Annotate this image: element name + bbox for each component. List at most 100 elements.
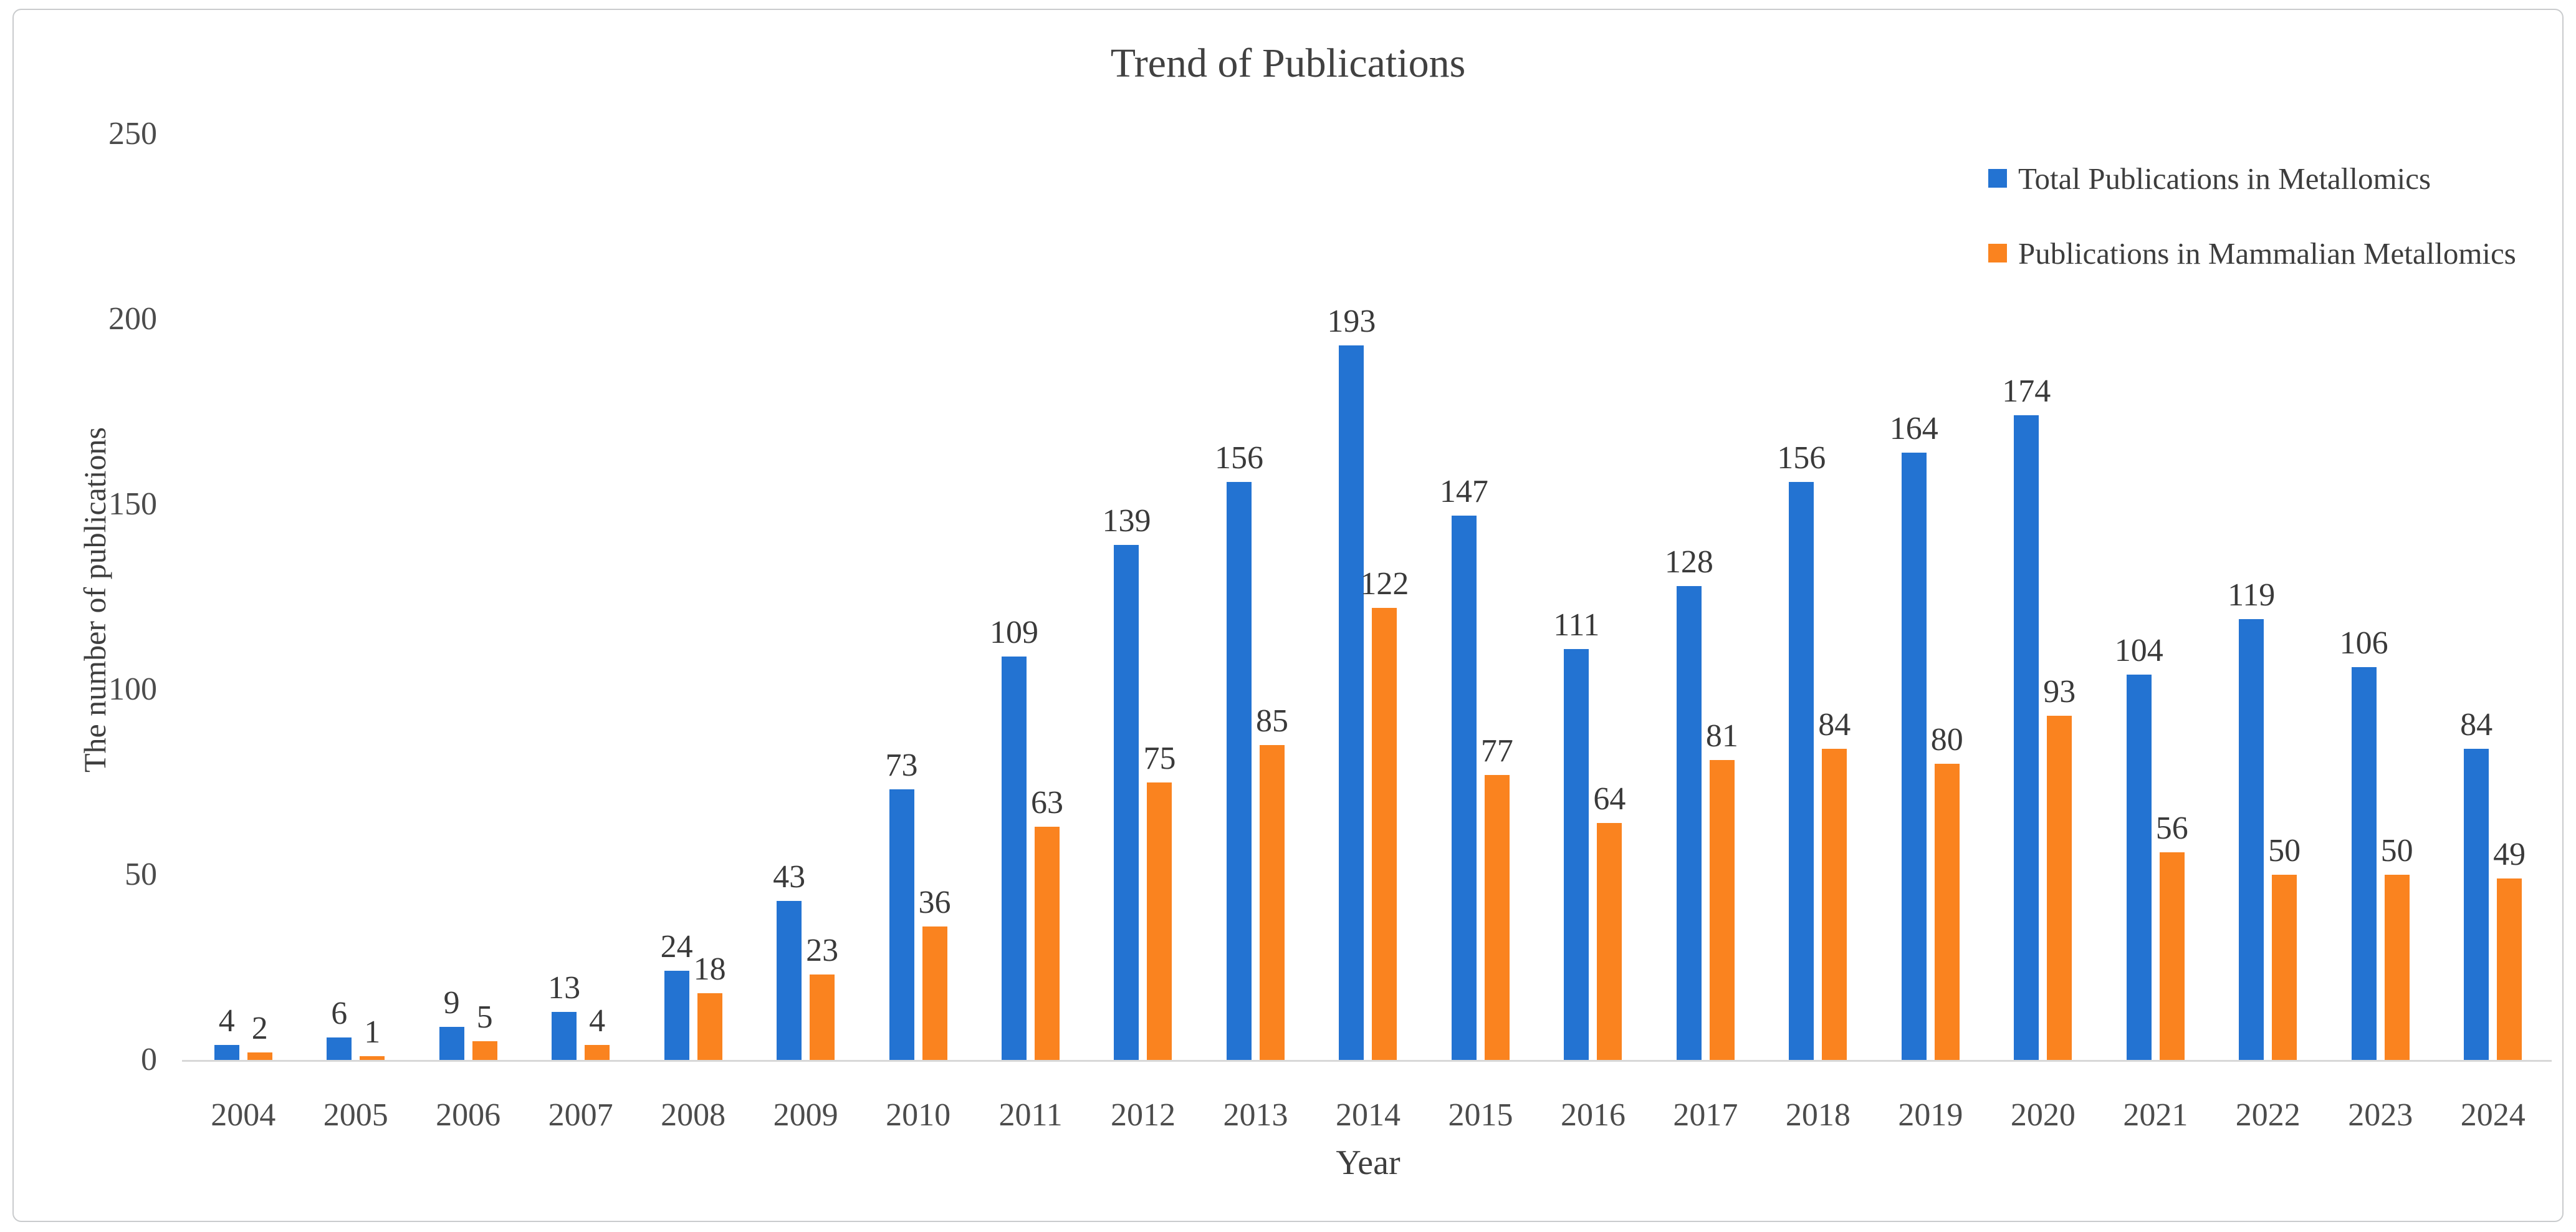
bar-rect-mammalian-2017 — [1709, 759, 1735, 1060]
x-tick-label-2018: 2018 — [1785, 1097, 1851, 1133]
bar-total-2021: 104 — [2115, 633, 2163, 1060]
bar-value-label-mammalian-2013: 85 — [1255, 703, 1288, 739]
bar-total-2017: 128 — [1665, 544, 1713, 1060]
bar-rect-total-2016 — [1564, 648, 1589, 1060]
bar-rect-total-2014 — [1339, 345, 1364, 1060]
year-group-2022: 119 50 — [2211, 134, 2324, 1060]
bar-rect-total-2010 — [889, 789, 914, 1060]
bar-mammalian-2021: 56 — [2156, 811, 2188, 1060]
bar-mammalian-2011: 63 — [1031, 785, 1063, 1060]
bar-value-label-mammalian-2024: 49 — [2493, 836, 2526, 872]
bar-total-2011: 109 — [990, 615, 1038, 1060]
bar-rect-total-2004 — [214, 1045, 239, 1060]
bar-rect-mammalian-2024 — [2497, 878, 2522, 1060]
x-tick-label-2008: 2008 — [661, 1097, 726, 1133]
bar-total-2019: 164 — [1890, 411, 1938, 1060]
x-tick-label-2014: 2014 — [1335, 1097, 1401, 1133]
bar-total-2009: 43 — [773, 859, 805, 1060]
bar-value-label-mammalian-2011: 63 — [1031, 784, 1064, 821]
year-group-2019: 164 80 — [1874, 134, 1986, 1060]
year-group-2014: 193 122 — [1312, 134, 1424, 1060]
bar-value-label-mammalian-2007: 4 — [589, 1003, 606, 1039]
x-tick-label-2022: 2022 — [2235, 1097, 2301, 1133]
bar-value-label-total-2013: 156 — [1214, 440, 1263, 476]
bar-value-label-total-2010: 73 — [885, 748, 918, 784]
bar-value-label-total-2012: 139 — [1102, 503, 1151, 539]
bar-rect-total-2017 — [1676, 585, 1702, 1060]
year-group-2010: 73 36 — [862, 134, 974, 1060]
legend-item-mammalian: Publications in Mammalian Metallomics — [1988, 234, 2516, 272]
bar-mammalian-2018: 84 — [1818, 708, 1851, 1060]
bar-value-label-mammalian-2012: 75 — [1143, 740, 1176, 776]
year-group-2008: 24 18 — [637, 134, 749, 1060]
bar-rect-total-2019 — [1901, 452, 1927, 1060]
bar-total-2020: 174 — [2002, 374, 2051, 1060]
bar-value-label-mammalian-2022: 50 — [2268, 833, 2301, 869]
bar-value-label-mammalian-2016: 64 — [1593, 781, 1626, 817]
bar-rect-mammalian-2009 — [810, 975, 835, 1060]
bar-value-label-mammalian-2008: 18 — [693, 951, 726, 988]
bar-value-label-total-2018: 156 — [1777, 440, 1826, 476]
year-group-2016: 111 64 — [1537, 134, 1649, 1060]
bar-mammalian-2008: 18 — [694, 952, 726, 1060]
bar-value-label-total-2007: 13 — [548, 970, 581, 1006]
bar-rect-mammalian-2008 — [697, 993, 722, 1060]
bar-rect-mammalian-2010 — [922, 926, 947, 1060]
x-tick-label-2016: 2016 — [1560, 1097, 1626, 1133]
y-tick-label-250: 250 — [108, 116, 157, 152]
bar-value-label-total-2019: 164 — [1889, 410, 1938, 446]
bar-total-2006: 9 — [439, 985, 464, 1060]
bar-mammalian-2023: 50 — [2381, 834, 2413, 1060]
bar-total-2004: 4 — [214, 1004, 239, 1060]
bar-rect-total-2023 — [2351, 667, 2377, 1060]
bar-rect-total-2008 — [664, 971, 689, 1060]
x-tick-label-2019: 2019 — [1898, 1097, 1963, 1133]
year-group-2020: 174 93 — [1987, 134, 2099, 1060]
bar-rect-mammalian-2020 — [2047, 715, 2072, 1060]
y-tick-label-100: 100 — [108, 671, 157, 707]
bar-value-label-total-2006: 9 — [443, 984, 460, 1021]
bar-rect-total-2009 — [777, 900, 802, 1060]
x-tick-label-2011: 2011 — [998, 1097, 1063, 1133]
bar-value-label-mammalian-2006: 5 — [476, 999, 493, 1036]
x-tick-label-2021: 2021 — [2123, 1097, 2188, 1133]
y-tick-label-50: 50 — [125, 857, 157, 892]
x-tick-label-2015: 2015 — [1448, 1097, 1513, 1133]
bar-mammalian-2020: 93 — [2043, 674, 2076, 1060]
year-group-2011: 109 63 — [974, 134, 1086, 1060]
bar-total-2022: 119 — [2228, 578, 2275, 1060]
bar-rect-total-2012 — [1114, 545, 1139, 1060]
bar-rect-mammalian-2011 — [1035, 826, 1060, 1060]
bar-rect-total-2024 — [2464, 749, 2489, 1060]
x-tick-label-2010: 2010 — [886, 1097, 951, 1133]
legend-label-total: Total Publications in Metallomics — [2018, 161, 2431, 196]
bar-value-label-total-2005: 6 — [331, 996, 348, 1032]
bar-total-2015: 147 — [1440, 474, 1488, 1060]
x-tick-label-2009: 2009 — [773, 1097, 838, 1133]
bar-value-label-mammalian-2019: 80 — [1930, 721, 1963, 758]
bar-value-label-total-2014: 193 — [1327, 303, 1376, 339]
bar-value-label-mammalian-2009: 23 — [806, 933, 839, 969]
bar-value-label-total-2015: 147 — [1439, 473, 1488, 509]
bar-mammalian-2014: 122 — [1360, 567, 1409, 1060]
bar-rect-mammalian-2016 — [1597, 822, 1622, 1060]
bar-total-2016: 111 — [1553, 607, 1599, 1060]
bar-value-label-total-2008: 24 — [660, 929, 693, 965]
bar-value-label-total-2004: 4 — [218, 1003, 235, 1039]
bar-total-2014: 193 — [1327, 304, 1376, 1060]
x-tick-label-2012: 2012 — [1111, 1097, 1176, 1133]
year-group-2012: 139 75 — [1087, 134, 1199, 1060]
bar-rect-total-2015 — [1451, 515, 1477, 1060]
y-axis-title: The number of publications — [77, 426, 112, 773]
bar-mammalian-2024: 49 — [2493, 837, 2526, 1060]
bar-total-2013: 156 — [1215, 441, 1263, 1060]
bar-mammalian-2016: 64 — [1593, 781, 1626, 1060]
bar-value-label-mammalian-2021: 56 — [2155, 811, 2188, 847]
x-tick-label-2024: 2024 — [2460, 1097, 2526, 1133]
bar-total-2018: 156 — [1777, 441, 1826, 1060]
bar-total-2007: 13 — [548, 970, 580, 1060]
bar-rect-total-2021 — [2126, 675, 2152, 1060]
